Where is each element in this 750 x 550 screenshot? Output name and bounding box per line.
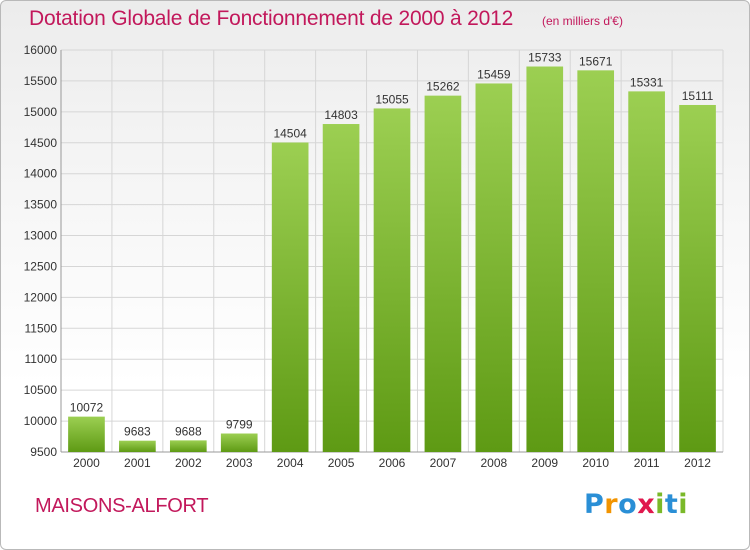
x-tick-label: 2008 (480, 456, 507, 470)
y-tick-label: 16000 (24, 43, 58, 57)
chart-units-note: (en milliers d'€) (542, 14, 623, 28)
bar-value-label: 9683 (124, 425, 151, 439)
bar-value-label: 15671 (579, 54, 613, 68)
bar (119, 440, 156, 452)
x-tick-label: 2000 (73, 456, 100, 470)
bar-value-label: 15055 (375, 92, 409, 106)
x-tick-label: 2010 (582, 456, 609, 470)
y-tick-label: 15500 (24, 74, 58, 88)
y-tick-label: 12000 (24, 290, 58, 304)
bar (628, 91, 665, 453)
logo-letter: r (604, 489, 619, 520)
logo-letter: i (678, 489, 689, 520)
y-tick-label: 11500 (25, 321, 58, 335)
y-tick-label: 13500 (24, 198, 58, 212)
bar-value-label: 15459 (477, 67, 511, 81)
bar-value-label: 14803 (324, 108, 358, 122)
bar (424, 95, 462, 453)
y-tick-label: 9500 (30, 445, 57, 459)
bar (68, 416, 105, 452)
logo-letter: i (655, 489, 665, 520)
y-tick-label: 14000 (24, 167, 58, 181)
y-tick-label: 14500 (24, 136, 58, 150)
x-tick-label: 2004 (277, 456, 304, 470)
y-tick-label: 10000 (24, 414, 58, 428)
y-tick-label: 10500 (24, 383, 58, 397)
bar-value-label: 14504 (273, 127, 307, 141)
bar (526, 66, 564, 452)
x-tick-label: 2002 (175, 456, 202, 470)
logo-letter: P (584, 489, 605, 520)
x-tick-label: 2009 (531, 456, 558, 470)
bar (169, 440, 207, 452)
bar-value-label: 15733 (528, 51, 562, 65)
proxiti-logo: Proxiti (584, 489, 688, 520)
bar-value-label: 15331 (630, 75, 664, 89)
bar (220, 433, 258, 452)
bar-value-label: 9688 (175, 424, 202, 438)
logo-letter: x (637, 489, 656, 520)
y-tick-label: 13000 (24, 229, 58, 243)
city-name: MAISONS-ALFORT (35, 495, 209, 517)
bar-value-label: 15262 (426, 80, 460, 94)
labels: 9500 10000 10500 11000 11500 12000 12500 13000 1… (24, 43, 714, 470)
bar (475, 83, 513, 452)
y-tick-label: 12500 (24, 259, 58, 273)
x-tick-label: 2006 (379, 456, 406, 470)
x-tick-label: 2007 (430, 456, 457, 470)
bar (577, 70, 615, 452)
bar-value-label: 15111 (682, 89, 714, 103)
y-tick-label: 15000 (24, 105, 58, 119)
y-tick-label: 11000 (25, 352, 58, 366)
bar-value-label: 9799 (226, 418, 253, 432)
x-tick-label: 2001 (124, 456, 151, 470)
x-tick-label: 2012 (684, 456, 711, 470)
bar (679, 104, 716, 452)
bar (271, 142, 309, 452)
x-tick-label: 2005 (328, 456, 355, 470)
logo-letter: t (664, 489, 679, 520)
bar (373, 108, 411, 453)
x-tick-label: 2011 (634, 456, 660, 470)
chart-title: Dotation Globale de Fonctionnement de 20… (29, 7, 514, 30)
bar-value-label: 10072 (70, 401, 104, 415)
logo-letter: o (618, 489, 638, 520)
bar (322, 124, 360, 452)
x-tick-label: 2003 (226, 456, 253, 470)
bars (68, 66, 716, 453)
